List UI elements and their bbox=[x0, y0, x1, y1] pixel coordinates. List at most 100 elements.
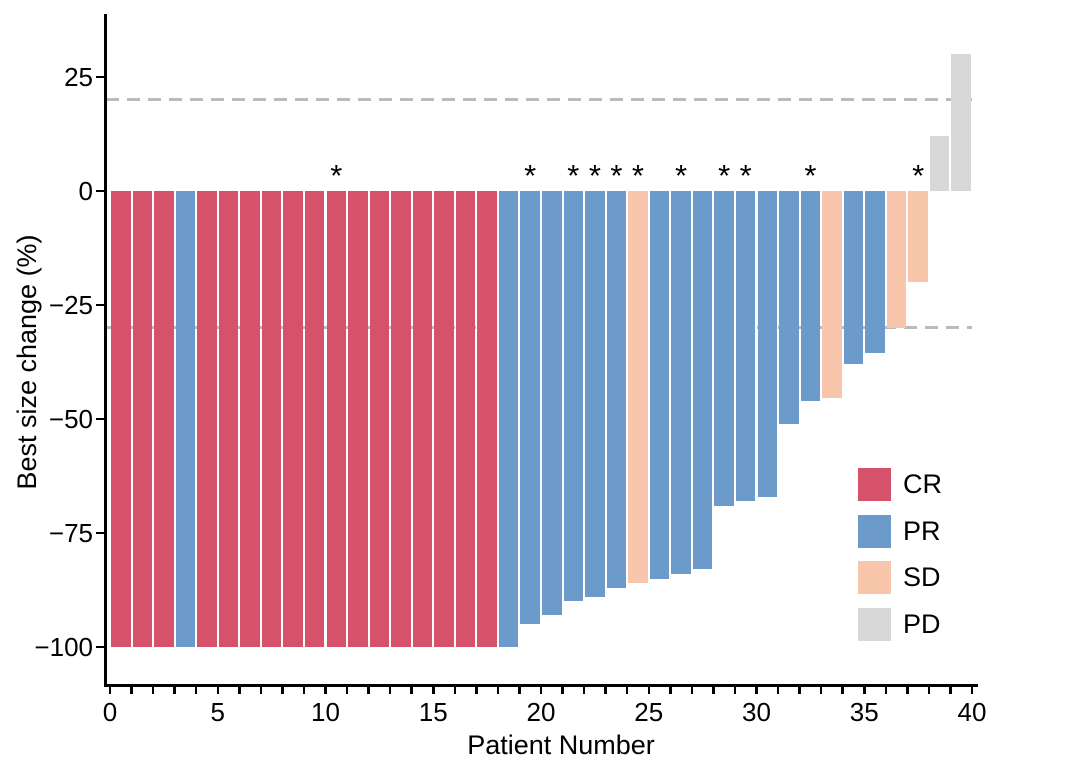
bar-patient-31 bbox=[757, 191, 778, 497]
bar-patient-17 bbox=[455, 191, 476, 647]
y-tick--100 bbox=[96, 645, 104, 649]
bar-patient-30 bbox=[735, 191, 756, 502]
bar-patient-35 bbox=[843, 191, 864, 365]
bar-patient-7 bbox=[240, 191, 260, 647]
x-tick-39 bbox=[949, 686, 952, 694]
bar-patient-11 bbox=[326, 191, 347, 647]
x-tick-33 bbox=[819, 686, 823, 694]
significance-asterisk-patient-11: * bbox=[330, 158, 343, 193]
bar-patient-9 bbox=[283, 191, 303, 647]
significance-asterisk-patient-25: * bbox=[631, 158, 644, 193]
bar-patient-32 bbox=[779, 191, 799, 424]
bar-patient-10 bbox=[304, 191, 325, 647]
bar-patient-5 bbox=[197, 191, 217, 647]
y-axis-line bbox=[104, 14, 107, 686]
x-tick-26 bbox=[669, 686, 672, 694]
bar-patient-22 bbox=[563, 191, 584, 602]
bar-patient-34 bbox=[822, 191, 842, 399]
x-tick-17 bbox=[475, 686, 478, 694]
significance-asterisk-patient-24: * bbox=[610, 158, 623, 193]
bar-patient-20 bbox=[520, 191, 540, 625]
x-tick-24 bbox=[625, 686, 629, 694]
x-tick-18 bbox=[496, 686, 500, 694]
x-tick-1 bbox=[130, 686, 133, 694]
x-tick-label-5: 5 bbox=[210, 697, 225, 727]
bar-patient-39 bbox=[929, 136, 950, 191]
bar-patient-1 bbox=[111, 191, 131, 647]
bar-patient-24 bbox=[606, 191, 627, 588]
legend-item-PD: PD bbox=[858, 608, 978, 642]
x-tick-6 bbox=[238, 686, 241, 694]
y-tick-25 bbox=[96, 75, 104, 79]
legend-label-SD: SD bbox=[903, 562, 941, 593]
x-tick-31 bbox=[776, 686, 780, 694]
significance-asterisk-patient-30: * bbox=[739, 158, 752, 193]
x-tick-12 bbox=[367, 686, 370, 694]
y-tick-label-25: 25 bbox=[64, 62, 93, 92]
x-tick-19 bbox=[518, 686, 521, 694]
legend-item-CR: CR bbox=[858, 468, 978, 501]
x-tick-8 bbox=[281, 686, 284, 694]
x-tick-label-30: 30 bbox=[742, 697, 771, 727]
y-tick--50 bbox=[96, 417, 104, 421]
bar-patient-21 bbox=[542, 191, 562, 616]
legend-swatch-PR bbox=[858, 514, 891, 548]
legend-label-PD: PD bbox=[903, 609, 941, 640]
x-tick-15 bbox=[432, 686, 435, 694]
bar-patient-25 bbox=[628, 191, 648, 584]
x-tick-23 bbox=[604, 686, 607, 694]
y-axis-title: Best size change (%) bbox=[12, 234, 42, 490]
bar-patient-36 bbox=[865, 191, 885, 353]
bar-patient-19 bbox=[498, 191, 519, 647]
x-tick-37 bbox=[906, 686, 909, 694]
legend-item-PR: PR bbox=[858, 514, 978, 548]
y-tick--25 bbox=[96, 303, 104, 307]
reference-line-20 bbox=[106, 98, 972, 102]
bar-patient-16 bbox=[434, 191, 454, 647]
bar-patient-40 bbox=[951, 54, 971, 191]
y-tick-label--75: −75 bbox=[48, 518, 93, 548]
bar-patient-23 bbox=[585, 191, 605, 597]
x-tick-label-0: 0 bbox=[102, 697, 118, 727]
x-tick-36 bbox=[884, 686, 888, 694]
y-tick-label-0: 0 bbox=[78, 176, 93, 206]
x-tick-5 bbox=[216, 686, 219, 694]
significance-asterisk-patient-27: * bbox=[675, 158, 688, 193]
y-tick--75 bbox=[96, 531, 104, 535]
significance-asterisk-patient-20: * bbox=[524, 158, 537, 193]
x-axis-title: Patient Number bbox=[467, 730, 655, 760]
x-tick-14 bbox=[410, 686, 413, 694]
significance-asterisk-patient-29: * bbox=[718, 158, 731, 193]
x-tick-label-10: 10 bbox=[311, 697, 340, 727]
x-tick-label-35: 35 bbox=[849, 697, 879, 727]
legend-swatch-PD bbox=[858, 608, 891, 642]
x-tick-38 bbox=[927, 686, 931, 694]
x-tick-20 bbox=[539, 686, 543, 694]
x-tick-label-40: 40 bbox=[957, 697, 987, 727]
x-tick-4 bbox=[194, 686, 198, 694]
x-tick-22 bbox=[582, 686, 586, 694]
x-tick-label-20: 20 bbox=[526, 697, 556, 727]
bar-patient-12 bbox=[348, 191, 368, 647]
x-tick-29 bbox=[733, 686, 737, 694]
legend-swatch-CR bbox=[858, 468, 891, 501]
y-tick-label--50: −50 bbox=[48, 404, 93, 434]
x-axis-line bbox=[104, 684, 978, 687]
bar-patient-13 bbox=[369, 191, 390, 647]
bar-patient-18 bbox=[477, 191, 497, 647]
x-tick-32 bbox=[798, 686, 801, 694]
x-tick-27 bbox=[690, 686, 694, 694]
significance-asterisk-patient-22: * bbox=[567, 158, 580, 193]
bar-patient-3 bbox=[154, 191, 174, 647]
legend-label-CR: CR bbox=[903, 469, 942, 499]
x-tick-28 bbox=[712, 686, 715, 694]
x-tick-11 bbox=[345, 686, 349, 694]
y-tick-label--100: −100 bbox=[34, 632, 93, 662]
x-tick-35 bbox=[863, 686, 866, 694]
bar-patient-29 bbox=[714, 191, 734, 506]
bar-patient-26 bbox=[649, 191, 670, 579]
x-tick-25 bbox=[647, 686, 650, 694]
significance-asterisk-patient-33: * bbox=[804, 158, 817, 193]
x-tick-16 bbox=[453, 686, 457, 694]
